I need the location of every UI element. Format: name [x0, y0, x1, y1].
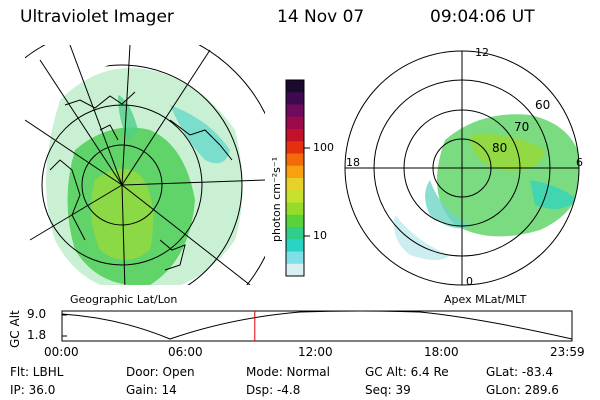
timeline-xtick-0: 00:00	[44, 345, 79, 359]
colorbar-segment	[286, 153, 304, 167]
colorbar-segment	[286, 92, 304, 105]
colorbar-segment	[286, 104, 304, 118]
left-map-caption: Geographic Lat/Lon	[70, 293, 178, 306]
colorbar-segment	[286, 251, 304, 265]
lat-label-80: 80	[492, 141, 508, 155]
timeline-ylabel: GC Alt	[8, 310, 22, 348]
timeline-xtick-1: 06:00	[168, 345, 203, 359]
colorbar-segment	[286, 165, 304, 179]
mlt-label-bottom: 0	[466, 275, 473, 288]
info-mode: Mode: Normal	[246, 365, 330, 379]
colorbar	[285, 79, 310, 277]
instrument-title: Ultraviolet Imager	[20, 7, 174, 27]
colorbar-segment	[286, 239, 304, 252]
timeline-xtick-3: 18:00	[424, 345, 459, 359]
colorbar-tick-10: 10	[313, 229, 327, 242]
time-label: 09:04:06 UT	[430, 7, 535, 27]
colorbar-segment	[286, 141, 304, 154]
colorbar-segment	[286, 227, 304, 240]
date-label: 14 Nov 07	[277, 7, 365, 27]
mlt-label-right: 6	[576, 156, 583, 169]
colorbar-segment	[286, 214, 304, 228]
colorbar-segment	[286, 202, 304, 216]
info-glat: GLat: -83.4	[486, 365, 553, 379]
geographic-map	[25, 45, 265, 285]
colorbar-segment	[286, 178, 304, 191]
info-seq: Seq: 39	[365, 383, 411, 397]
colorbar-segment	[286, 80, 304, 93]
mlt-label-left: 18	[346, 156, 360, 169]
timeline-ytick-low: 1.8	[27, 328, 47, 342]
right-map-caption: Apex MLat/MLT	[444, 293, 527, 306]
colorbar-segment	[286, 116, 304, 130]
timeline-xtick-2: 12:00	[298, 345, 333, 359]
timeline-ytick-high: 9.0	[27, 307, 47, 321]
colorbar-segment	[286, 190, 304, 203]
info-filter: Flt: LBHL	[10, 365, 64, 379]
apex-polar-map	[344, 50, 580, 286]
lat-label-70: 70	[514, 120, 530, 134]
info-ip: IP: 36.0	[10, 383, 56, 397]
lat-label-60: 60	[535, 98, 551, 112]
info-gain: Gain: 14	[126, 383, 177, 397]
aurora-emission-right	[437, 114, 579, 237]
coastline	[49, 91, 233, 271]
info-dsp: Dsp: -4.8	[246, 383, 301, 397]
altitude-curve	[61, 310, 573, 340]
mlt-label-top: 12	[475, 46, 489, 59]
info-glon: GLon: 289.6	[486, 383, 559, 397]
colorbar-segment	[286, 263, 304, 277]
colorbar-tick-100: 100	[313, 141, 334, 154]
info-door: Door: Open	[126, 365, 195, 379]
colorbar-segment	[286, 129, 304, 142]
colorbar-unit-label: photon cm⁻²s⁻¹	[270, 156, 283, 242]
altitude-timeline	[61, 310, 573, 342]
info-gc-alt: GC Alt: 6.4 Re	[365, 365, 449, 379]
timeline-xtick-4: 23:59	[550, 345, 585, 359]
